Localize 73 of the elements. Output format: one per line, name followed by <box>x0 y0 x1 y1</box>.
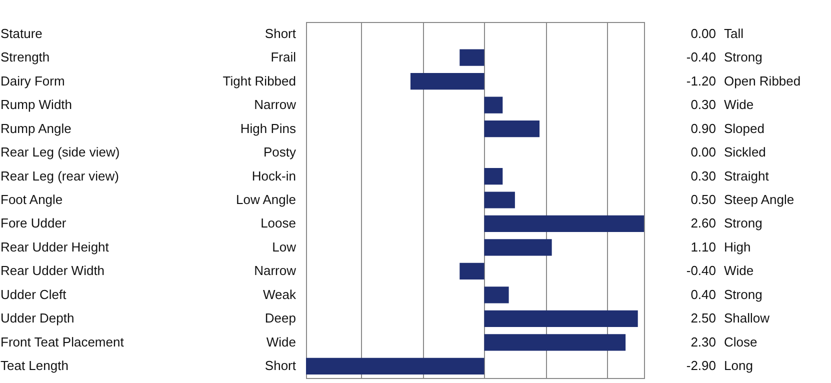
text: Open Ribbed <box>724 73 801 88</box>
text: Tight Ribbed <box>222 73 296 88</box>
text: Shallow <box>724 310 770 326</box>
data-label: -0.40 <box>686 263 716 278</box>
bar <box>484 334 626 351</box>
text: High <box>724 239 751 254</box>
text: Deep <box>264 310 296 326</box>
text: Loose <box>260 216 296 231</box>
text: Weak <box>263 286 296 302</box>
text: Strong <box>724 50 762 65</box>
bar <box>410 73 484 90</box>
y-tick-label: Stature <box>0 26 42 41</box>
bar <box>484 192 515 208</box>
text: Low Angle <box>236 192 296 207</box>
text: Short <box>264 358 296 374</box>
data-label: 0.40 <box>690 286 716 302</box>
bar <box>484 239 552 256</box>
data-label: 1.10 <box>690 239 716 254</box>
text: Posty <box>263 144 296 160</box>
text: Strong <box>724 216 762 231</box>
text: Straight <box>724 168 770 184</box>
y-tick-label: Udder Cleft <box>0 286 67 302</box>
data-label: 0.00 <box>690 26 716 41</box>
text: High Pins <box>240 120 296 136</box>
y-tick-label: Rump Width <box>0 97 72 112</box>
text: Strong <box>724 286 762 302</box>
data-label: 0.30 <box>690 168 716 184</box>
data-label: -1.20 <box>686 73 716 88</box>
bar <box>484 168 503 185</box>
text: Wide <box>724 263 754 278</box>
bar <box>306 358 484 374</box>
bar <box>484 215 644 232</box>
data-label: 2.60 <box>690 216 716 231</box>
bar <box>484 286 509 304</box>
y-tick-label: Rear Udder Width <box>0 263 105 278</box>
text: Close <box>724 334 758 350</box>
bar <box>484 96 503 114</box>
text: Narrow <box>254 263 297 278</box>
text: Wide <box>266 334 296 350</box>
y-tick-label: Rear Udder Height <box>0 239 110 254</box>
text: Short <box>264 26 296 41</box>
text: Narrow <box>254 97 297 112</box>
y-tick-label: Strength <box>0 50 50 65</box>
text: Sickled <box>724 144 766 160</box>
text: Hock-in <box>252 168 296 184</box>
data-label: 2.30 <box>690 334 716 350</box>
text: Low <box>272 239 297 254</box>
data-label: 0.90 <box>690 120 716 136</box>
y-tick-label: Foot Angle <box>0 192 63 207</box>
text: Wide <box>724 97 754 112</box>
y-tick-label: Fore Udder <box>0 216 67 231</box>
bar <box>460 262 484 280</box>
y-tick-label: Udder Depth <box>0 310 74 326</box>
y-tick-label: Teat Length <box>0 358 68 374</box>
bar <box>484 310 638 327</box>
data-label: 0.30 <box>690 97 716 112</box>
text: Tall <box>724 26 744 41</box>
y-tick-label: Dairy Form <box>0 73 65 88</box>
data-label: 0.00 <box>690 144 716 160</box>
bar <box>484 120 540 138</box>
data-label: 2.50 <box>690 310 716 326</box>
y-tick-label: Rear Leg (rear view) <box>0 168 119 184</box>
data-label: -2.90 <box>686 358 716 374</box>
data-label: 0.50 <box>690 192 716 207</box>
text: Steep Angle <box>724 192 794 207</box>
data-label: -0.40 <box>686 50 716 65</box>
y-tick-label: Rump Angle <box>0 120 72 136</box>
y-tick-label: Front Teat Placement <box>0 334 124 350</box>
text: Long <box>724 358 753 374</box>
text: Sloped <box>724 120 764 136</box>
text: Frail <box>270 50 296 65</box>
y-tick-label: Rear Leg (side view) <box>0 144 120 160</box>
bar <box>460 49 484 66</box>
